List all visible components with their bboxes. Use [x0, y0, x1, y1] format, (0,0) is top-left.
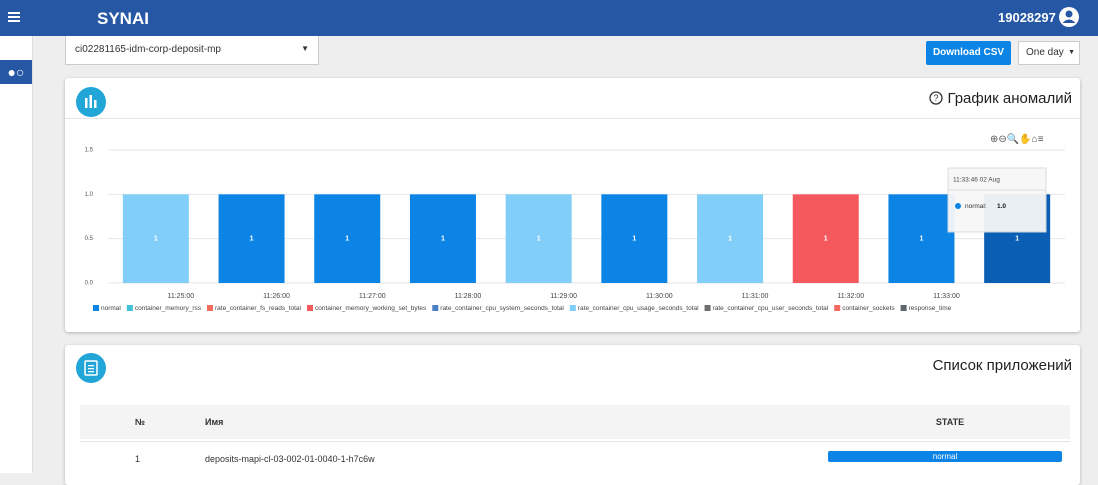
data-label: 1 — [441, 236, 445, 243]
legend-label: rate_container_fs_reads_total — [215, 305, 302, 312]
apps-card: Список приложений № Имя STATE 1 deposits-map… — [65, 345, 1080, 485]
legend-label: container_memory_rss — [135, 305, 202, 312]
data-label: 1 — [824, 236, 828, 243]
tooltip-dot — [955, 203, 961, 209]
data-label: 1 — [345, 236, 349, 243]
bar — [792, 194, 859, 283]
tooltip-series: normal: — [965, 203, 987, 210]
legend-swatch — [704, 305, 711, 311]
table-header: № Имя STATE — [80, 405, 1070, 439]
y-tick-label: 0.5 — [85, 236, 94, 242]
bar — [505, 194, 572, 283]
y-tick-label: 1.5 — [85, 148, 94, 154]
chart-icon — [76, 87, 106, 117]
top-bar: SYNAI 19028297 — [0, 0, 1098, 36]
bar — [218, 194, 285, 283]
chart: 0.0 0.5 1.0 1.5 1 1 1 1 1 1 1 1 1 1 11:25:00 11:26:00 11… — [85, 148, 1065, 312]
data-label: 1 — [250, 236, 254, 243]
x-tick-label: 11:32:00 — [837, 293, 864, 300]
sidebar: ●○ — [0, 36, 33, 473]
namespace: ci02281165-idm-corp-deposit-mp — [75, 44, 221, 55]
download-button[interactable]: Download CSV — [926, 41, 1011, 65]
logo[interactable]: SYNAI — [97, 9, 149, 28]
legend-swatch — [307, 305, 313, 311]
x-tick-label: 11:28:00 — [455, 293, 482, 300]
x-tick-label: 11:33:00 — [933, 293, 960, 300]
apps-title: Список приложений — [932, 357, 1072, 374]
legend-swatch — [93, 305, 99, 311]
toggle[interactable]: ●○ — [0, 60, 32, 84]
column-header: Имя — [205, 417, 224, 427]
data-label: 1 — [919, 236, 923, 243]
user-id: 19028297 — [998, 10, 1056, 25]
data-label: 1 — [1015, 236, 1019, 243]
legend-label: response_time — [909, 305, 952, 312]
data-label: 1 — [537, 236, 541, 243]
row-number: 1 — [135, 454, 141, 464]
bar — [601, 194, 668, 283]
legend-label: container_memory_working_set_bytes — [315, 305, 427, 312]
legend-label: rate_container_cpu_system_seconds_total — [440, 305, 564, 312]
chart-title: График аномалий — [947, 90, 1072, 107]
chart-card: ? График аномалий ⊕⊖🔍✋⌂≡ 0.0 0.5 1.0 1.5 1 1 1… — [65, 78, 1080, 332]
legend-label: container_sockets — [842, 305, 895, 312]
legend-label: normal — [101, 305, 121, 312]
legend-swatch — [834, 305, 841, 311]
help-icon[interactable]: ? — [929, 91, 943, 105]
legend-swatch — [900, 305, 907, 311]
apps-icon — [76, 353, 106, 383]
menu-icon[interactable] — [8, 11, 20, 23]
x-tick-label: 11:27:00 — [359, 293, 386, 300]
bar — [697, 194, 764, 283]
x-tick-label: 11:31:00 — [742, 293, 769, 300]
legend-label: rate_container_cpu_usage_seconds_total — [578, 305, 699, 312]
period-select[interactable]: One day ▼ — [1018, 41, 1080, 65]
tooltip-title: 11:33:46 02 Aug — [953, 177, 1000, 184]
x-tick-label: 11:26:00 — [263, 293, 290, 300]
period: One day — [1026, 47, 1064, 58]
x-tick-label: 11:29:00 — [550, 293, 577, 300]
bar — [314, 194, 381, 283]
data-label: 1 — [154, 236, 158, 243]
bar — [888, 194, 955, 283]
tooltip-box — [947, 167, 1047, 233]
tooltip: 11:33:46 02 Aug normal: 1.0 — [947, 167, 1047, 233]
y-tick-label: 1.0 — [85, 192, 94, 198]
column-header: № — [135, 417, 146, 427]
state-badge: normal — [828, 451, 1062, 462]
legend-label: rate_container_cpu_user_seconds_total — [713, 305, 829, 312]
column-header: STATE — [935, 417, 965, 427]
app-name: deposits-mapi-cl-03-002-01-0040-1-h7c6w — [205, 454, 375, 464]
legend-swatch — [206, 305, 213, 311]
bar — [409, 194, 476, 283]
svg-text:?: ? — [933, 93, 938, 103]
bar — [122, 194, 189, 283]
x-tick-label: 11:30:00 — [646, 293, 673, 300]
legend-swatch — [432, 305, 439, 311]
user-icon[interactable] — [1058, 6, 1080, 28]
legend-swatch — [126, 305, 133, 311]
x-tick-label: 11:25:00 — [167, 293, 194, 300]
data-label: 1 — [632, 236, 636, 243]
legend-swatch — [569, 305, 576, 311]
data-label: 1 — [728, 236, 732, 243]
chart-tools[interactable]: ⊕⊖🔍✋⌂≡ — [990, 134, 1044, 145]
y-tick-label: 0.0 — [85, 281, 94, 287]
namespace-select[interactable]: ci02281165-idm-corp-deposit-mp ▼ — [65, 36, 319, 65]
table-row[interactable]: 1 deposits-mapi-cl-03-002-01-0040-1-h7c6w… — [80, 441, 1070, 474]
tooltip-value: 1.0 — [997, 203, 1006, 210]
